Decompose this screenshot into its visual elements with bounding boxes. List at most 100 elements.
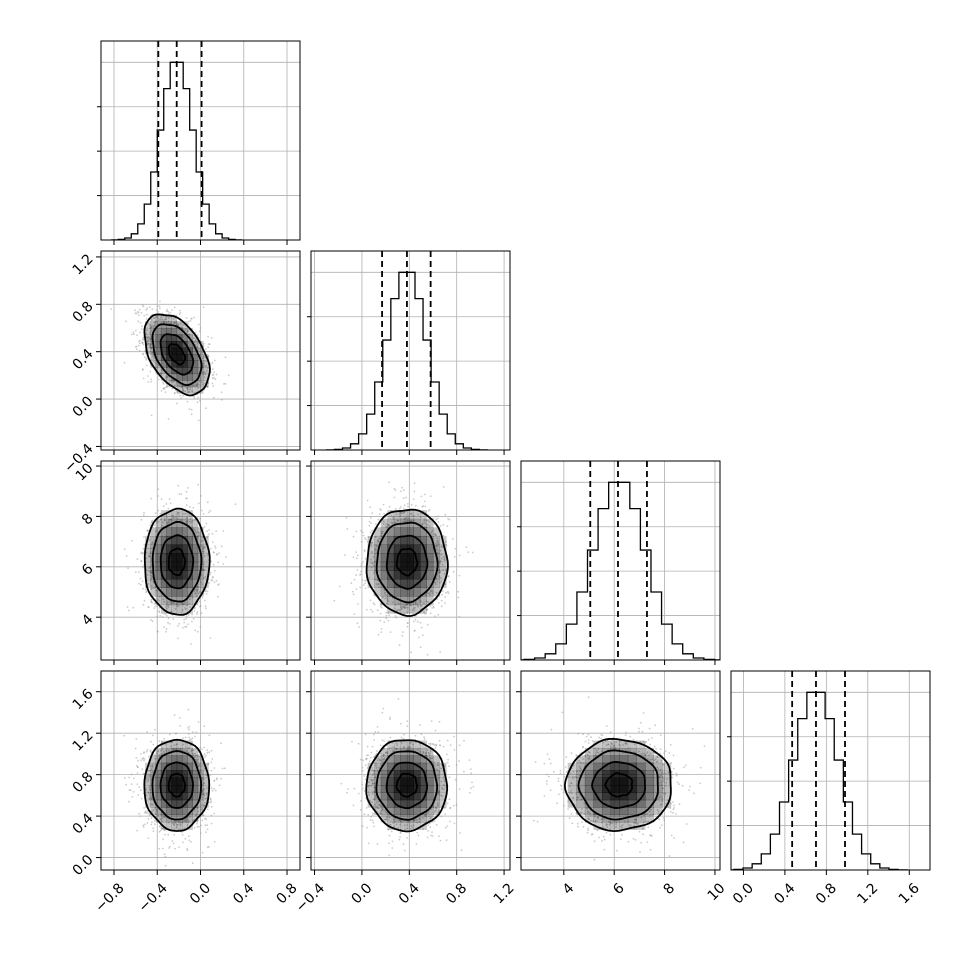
scatter-point [689, 785, 691, 788]
scatter-point [394, 615, 397, 617]
scatter-point [182, 841, 184, 844]
scatter-point [371, 791, 374, 793]
scatter-point [203, 805, 206, 807]
scatter-point [586, 806, 589, 809]
scatter-point [175, 826, 178, 828]
density-cell [187, 785, 193, 793]
scatter-point [442, 486, 445, 488]
density-cell [145, 785, 151, 793]
scatter-point [184, 818, 187, 820]
scatter-point [688, 789, 691, 791]
scatter-point [425, 519, 428, 522]
scatter-point [141, 552, 144, 555]
scatter-point [161, 521, 164, 524]
density-cell [420, 755, 427, 764]
density-cell [645, 792, 655, 801]
scatter-point [184, 390, 187, 393]
scatter-point [436, 573, 439, 576]
scatter-point [586, 754, 589, 756]
scatter-point [363, 813, 366, 816]
scatter-point [664, 750, 667, 753]
scatter-point [642, 821, 645, 823]
scatter-point [436, 537, 439, 540]
scatter-point [153, 754, 156, 757]
scatter-point [360, 570, 362, 573]
scatter-point [212, 385, 215, 387]
contour-3 [143, 507, 211, 616]
scatter-point [138, 571, 140, 573]
scatter-point [455, 764, 458, 766]
scatter-point [418, 636, 420, 639]
density-cell [192, 807, 199, 816]
scatter-point [195, 813, 198, 816]
scatter-point [663, 778, 665, 780]
scatter-point [420, 626, 423, 629]
density-cell [171, 347, 178, 355]
scatter-point [145, 591, 148, 594]
scatter-point [188, 408, 191, 411]
density-cell [160, 553, 167, 563]
scatter-point [195, 384, 198, 387]
scatter-point [172, 318, 175, 320]
density-cell [380, 777, 388, 786]
scatter-point [365, 807, 368, 809]
scatter-point [212, 551, 215, 553]
scatter-point [196, 585, 199, 588]
density-cell [145, 770, 151, 778]
density-cell [155, 527, 162, 537]
scatter-point [587, 817, 589, 820]
scatter-point [402, 737, 405, 740]
scatter-point [377, 757, 380, 760]
density-cell [426, 785, 434, 793]
scatter-point [164, 318, 167, 321]
scatter-point [182, 513, 185, 515]
scatter-point [199, 590, 201, 593]
scatter-point [183, 820, 186, 823]
density-cell [387, 762, 395, 771]
density-cell [584, 799, 594, 808]
scatter-point [173, 828, 176, 831]
scatter-point [191, 613, 194, 616]
scatter-point [193, 395, 195, 398]
scatter-point [379, 812, 381, 815]
scatter-point [656, 808, 659, 811]
density-cell [380, 544, 388, 554]
scatter-point [445, 839, 448, 842]
grid-lines [521, 461, 720, 660]
scatter-point [203, 526, 206, 528]
ytick-label: 0.0 [70, 852, 97, 879]
scatter-point [155, 589, 158, 592]
scatter-point [546, 780, 548, 783]
scatter-point [134, 309, 136, 312]
scatter-point [153, 524, 156, 526]
scatter-point [375, 764, 377, 767]
scatter-point [188, 746, 191, 749]
scatter-point [399, 823, 402, 826]
density-cell [192, 747, 199, 756]
density-cell [433, 792, 441, 801]
scatter-point [127, 609, 130, 612]
scatter-point [356, 554, 359, 557]
scatter-point [188, 520, 191, 523]
scatter-point [410, 651, 412, 654]
scatter-point [188, 835, 190, 838]
scatter-point [438, 771, 441, 774]
scatter-point [426, 653, 429, 656]
scatter-point [670, 834, 673, 837]
scatter-point [600, 733, 603, 736]
scatter-point [406, 625, 409, 628]
density-cell [593, 814, 603, 823]
scatter-point [394, 818, 397, 820]
scatter-point [390, 830, 393, 833]
scatter-point [374, 549, 377, 552]
scatter-point [457, 596, 460, 599]
scatter-point [205, 360, 208, 363]
scatter-point [125, 555, 128, 557]
scatter-point [192, 520, 194, 522]
scatter-point [375, 552, 378, 554]
ytick-label: 1.2 [70, 251, 97, 278]
scatter-point [361, 766, 364, 769]
density-cell [145, 544, 151, 554]
scatter-point [175, 516, 177, 519]
scatter-point [467, 551, 470, 554]
